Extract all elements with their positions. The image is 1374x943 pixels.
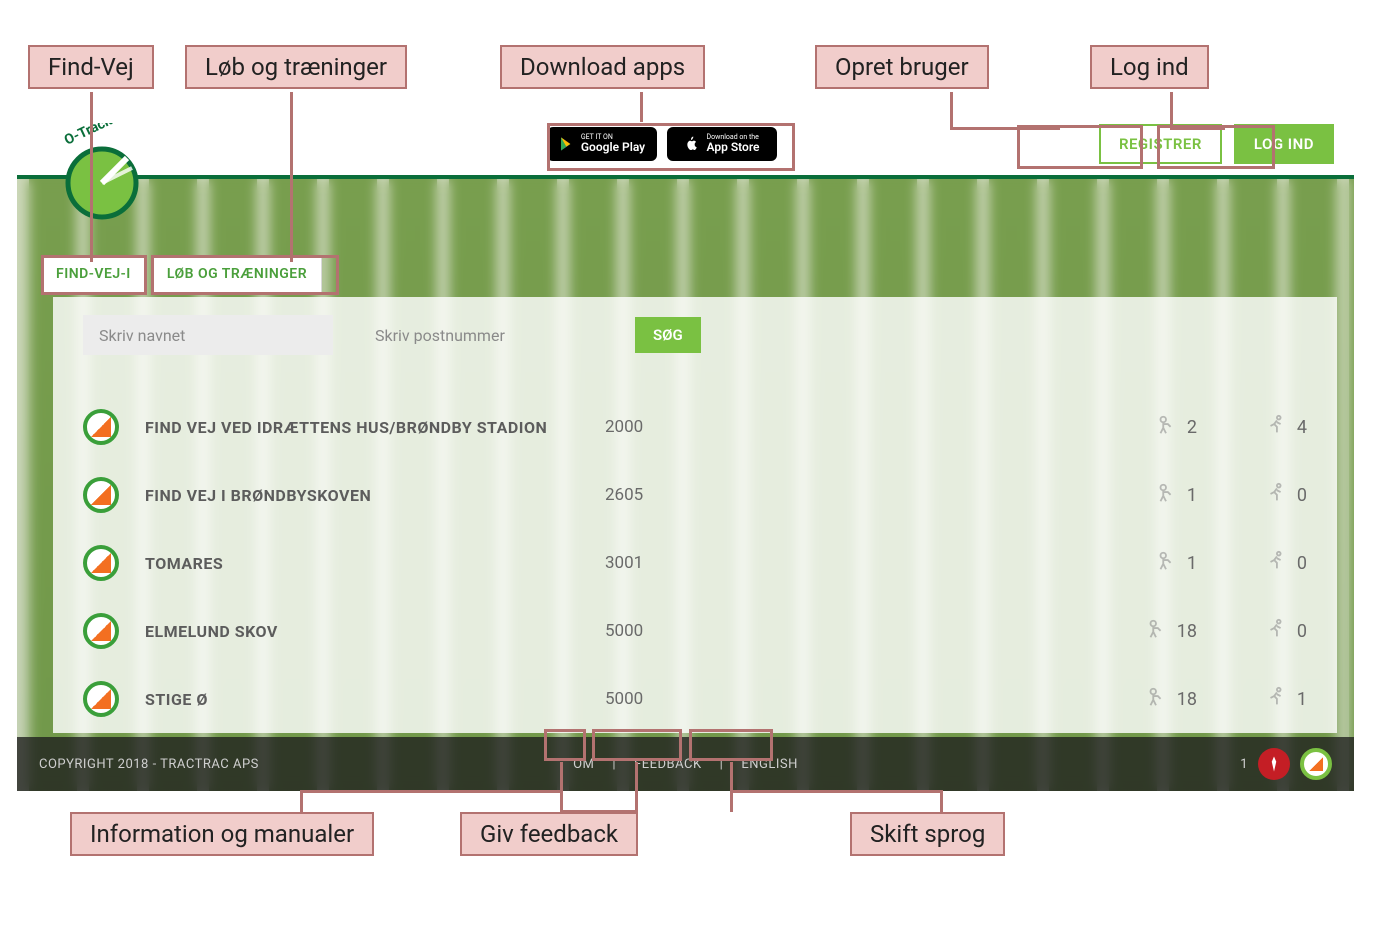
callout-info: Information og manualer	[70, 812, 374, 856]
app-frame: O-Track GET IT ONGoogle Play Download on…	[17, 113, 1354, 795]
runners-icon	[1265, 550, 1287, 577]
apple-big: App Store	[706, 140, 759, 154]
svg-text:O-Track: O-Track	[62, 123, 115, 149]
register-button[interactable]: REGISTRER	[1099, 124, 1222, 164]
search-bar: SØG	[53, 297, 1337, 373]
callout-download: Download apps	[500, 45, 705, 89]
courses-icon	[1155, 482, 1177, 509]
courses-icon	[1145, 618, 1167, 645]
row-postcode: 3001	[605, 553, 905, 573]
footer-count: 1	[1240, 757, 1248, 772]
runners-icon	[1265, 686, 1287, 713]
results-list: FIND VEJ VED IDRÆTTENS HUS/BRØNDBY STADI…	[53, 373, 1337, 733]
google-big: Google Play	[581, 140, 645, 154]
hero-background: FIND-VEJ-I LØB OG TRÆNINGER SØG FIND VEJ…	[17, 179, 1354, 791]
runners-icon	[1265, 618, 1287, 645]
callout-lob: Løb og træninger	[185, 45, 407, 89]
runners-count: 0	[1297, 621, 1307, 642]
courses-count: 1	[1187, 485, 1197, 506]
row-title: FIND VEJ VED IDRÆTTENS HUS/BRØNDBY STADI…	[145, 418, 605, 437]
row-title: STIGE Ø	[145, 690, 605, 709]
table-row[interactable]: TOMARES3001 1 0	[83, 529, 1307, 597]
footer-feedback[interactable]: FEEDBACK	[630, 753, 706, 776]
table-row[interactable]: FIND VEJ I BRØNDBYSKOVEN2605 1 0	[83, 461, 1307, 529]
row-title: TOMARES	[145, 554, 605, 573]
callout-sprog: Skift sprog	[850, 812, 1005, 856]
courses-count: 18	[1177, 689, 1197, 710]
callout-login: Log ind	[1090, 45, 1209, 89]
courses-count: 1	[1187, 553, 1197, 574]
login-button[interactable]: LOG IND	[1234, 124, 1334, 164]
search-postcode-input[interactable]	[359, 315, 609, 355]
runners-count: 0	[1297, 553, 1307, 574]
orienteering-badge-icon[interactable]	[1300, 748, 1332, 780]
app-store-badge[interactable]: Download on theApp Store	[667, 127, 777, 161]
callout-feedback: Giv feedback	[460, 812, 638, 856]
orienteering-marker-icon	[83, 681, 119, 717]
row-postcode: 2000	[605, 417, 905, 437]
footer-bar: COPYRIGHT 2018 - TRACTRAC APS OM | FEEDB…	[17, 737, 1354, 791]
footer-english[interactable]: ENGLISH	[737, 753, 802, 776]
google-play-badge[interactable]: GET IT ONGoogle Play	[547, 127, 657, 161]
results-panel: SØG FIND VEJ VED IDRÆTTENS HUS/BRØNDBY S…	[53, 297, 1337, 733]
orienteering-marker-icon	[83, 477, 119, 513]
orienteering-marker-icon	[83, 545, 119, 581]
courses-count: 18	[1177, 621, 1197, 642]
orienteering-marker-icon	[83, 613, 119, 649]
runners-count: 0	[1297, 485, 1307, 506]
callout-findvej: Find-Vej	[28, 45, 154, 89]
runners-count: 4	[1297, 417, 1307, 438]
tab-find-vej[interactable]: FIND-VEJ-I	[41, 255, 146, 293]
footer-copyright: COPYRIGHT 2018 - TRACTRAC APS	[39, 757, 259, 772]
row-postcode: 5000	[605, 621, 905, 641]
search-button[interactable]: SØG	[635, 317, 701, 353]
courses-icon	[1155, 414, 1177, 441]
search-name-input[interactable]	[83, 315, 333, 355]
otrack-logo[interactable]: O-Track	[47, 123, 147, 223]
runners-icon	[1265, 482, 1287, 509]
row-postcode: 5000	[605, 689, 905, 709]
topbar: GET IT ONGoogle Play Download on theApp …	[17, 113, 1354, 179]
orienteering-marker-icon	[83, 409, 119, 445]
runners-icon	[1265, 414, 1287, 441]
row-title: ELMELUND SKOV	[145, 622, 605, 641]
row-postcode: 2605	[605, 485, 905, 505]
courses-count: 2	[1187, 417, 1197, 438]
footer-om[interactable]: OM	[569, 753, 598, 776]
table-row[interactable]: FIND VEJ VED IDRÆTTENS HUS/BRØNDBY STADI…	[83, 393, 1307, 461]
row-title: FIND VEJ I BRØNDBYSKOVEN	[145, 486, 605, 505]
runners-count: 1	[1297, 689, 1307, 710]
courses-icon	[1155, 550, 1177, 577]
callout-opret: Opret bruger	[815, 45, 989, 89]
courses-icon	[1145, 686, 1167, 713]
table-row[interactable]: STIGE Ø5000 18 1	[83, 665, 1307, 733]
dof-badge-icon[interactable]	[1258, 748, 1290, 780]
table-row[interactable]: ELMELUND SKOV5000 18 0	[83, 597, 1307, 665]
tab-lob-og-traeninger[interactable]: LØB OG TRÆNINGER	[152, 255, 322, 293]
